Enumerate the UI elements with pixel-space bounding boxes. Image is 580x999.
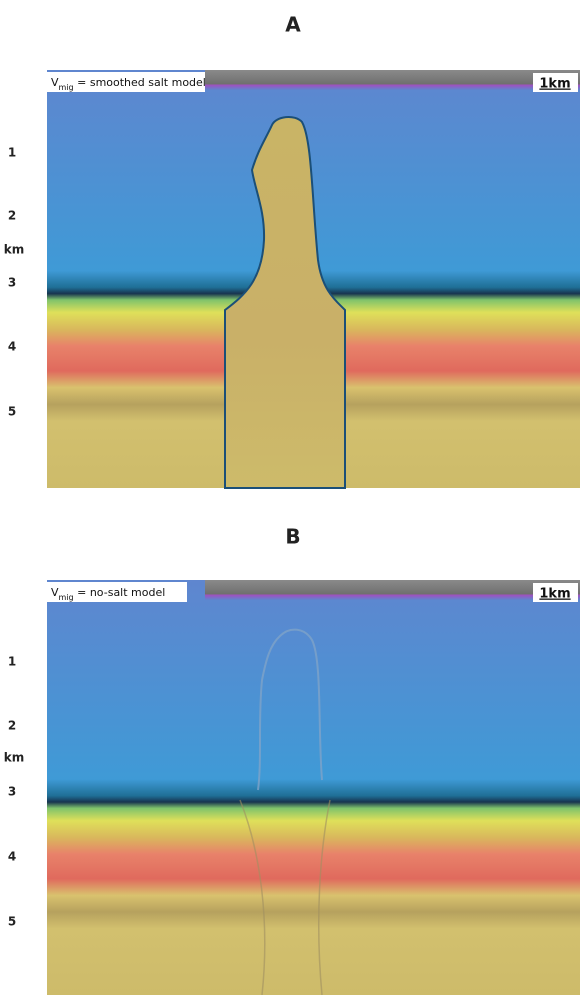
depth-tick: 5	[8, 915, 16, 929]
panel-a: A Vmig = smoothed salt model 1km 1 2 km …	[4, 13, 580, 489]
salt-ghost	[257, 628, 323, 791]
scale-box	[533, 583, 578, 602]
scale-box	[533, 73, 578, 92]
seismic-image	[47, 580, 580, 995]
scale-label: 1km	[539, 77, 570, 92]
caption: Vmig = smoothed salt model	[51, 76, 206, 92]
depth-tick: 4	[8, 850, 16, 864]
surface-strip	[205, 580, 580, 600]
diffraction	[239, 799, 331, 996]
depth-tick: 4	[8, 340, 16, 354]
depth-unit: km	[4, 243, 24, 257]
panel-label: B	[285, 525, 300, 549]
depth-tick: 1	[8, 655, 16, 669]
panel-b: B Vmig = no-salt model 1km 1 2 km 3 4 5	[4, 525, 580, 996]
depth-tick: 2	[8, 719, 16, 733]
depth-tick: 5	[8, 405, 16, 419]
depth-tick: 2	[8, 209, 16, 223]
salt-body	[224, 116, 346, 489]
caption-text: = no-salt model	[74, 586, 166, 599]
depth-tick: 1	[8, 146, 16, 160]
caption-symbol: V	[51, 586, 59, 599]
caption-symbol: V	[51, 76, 59, 89]
caption-box	[47, 72, 205, 92]
caption-subscript: mig	[59, 83, 74, 92]
scale-label: 1km	[539, 587, 570, 602]
caption-text: = smoothed salt model	[74, 76, 206, 89]
caption-subscript: mig	[59, 593, 74, 602]
surface-strip	[205, 70, 580, 90]
caption: Vmig = no-salt model	[51, 586, 165, 602]
depth-tick: 3	[8, 276, 16, 290]
depth-tick: 3	[8, 785, 16, 799]
depth-unit: km	[4, 751, 24, 765]
caption-box	[47, 582, 187, 602]
panel-label: A	[285, 13, 301, 37]
